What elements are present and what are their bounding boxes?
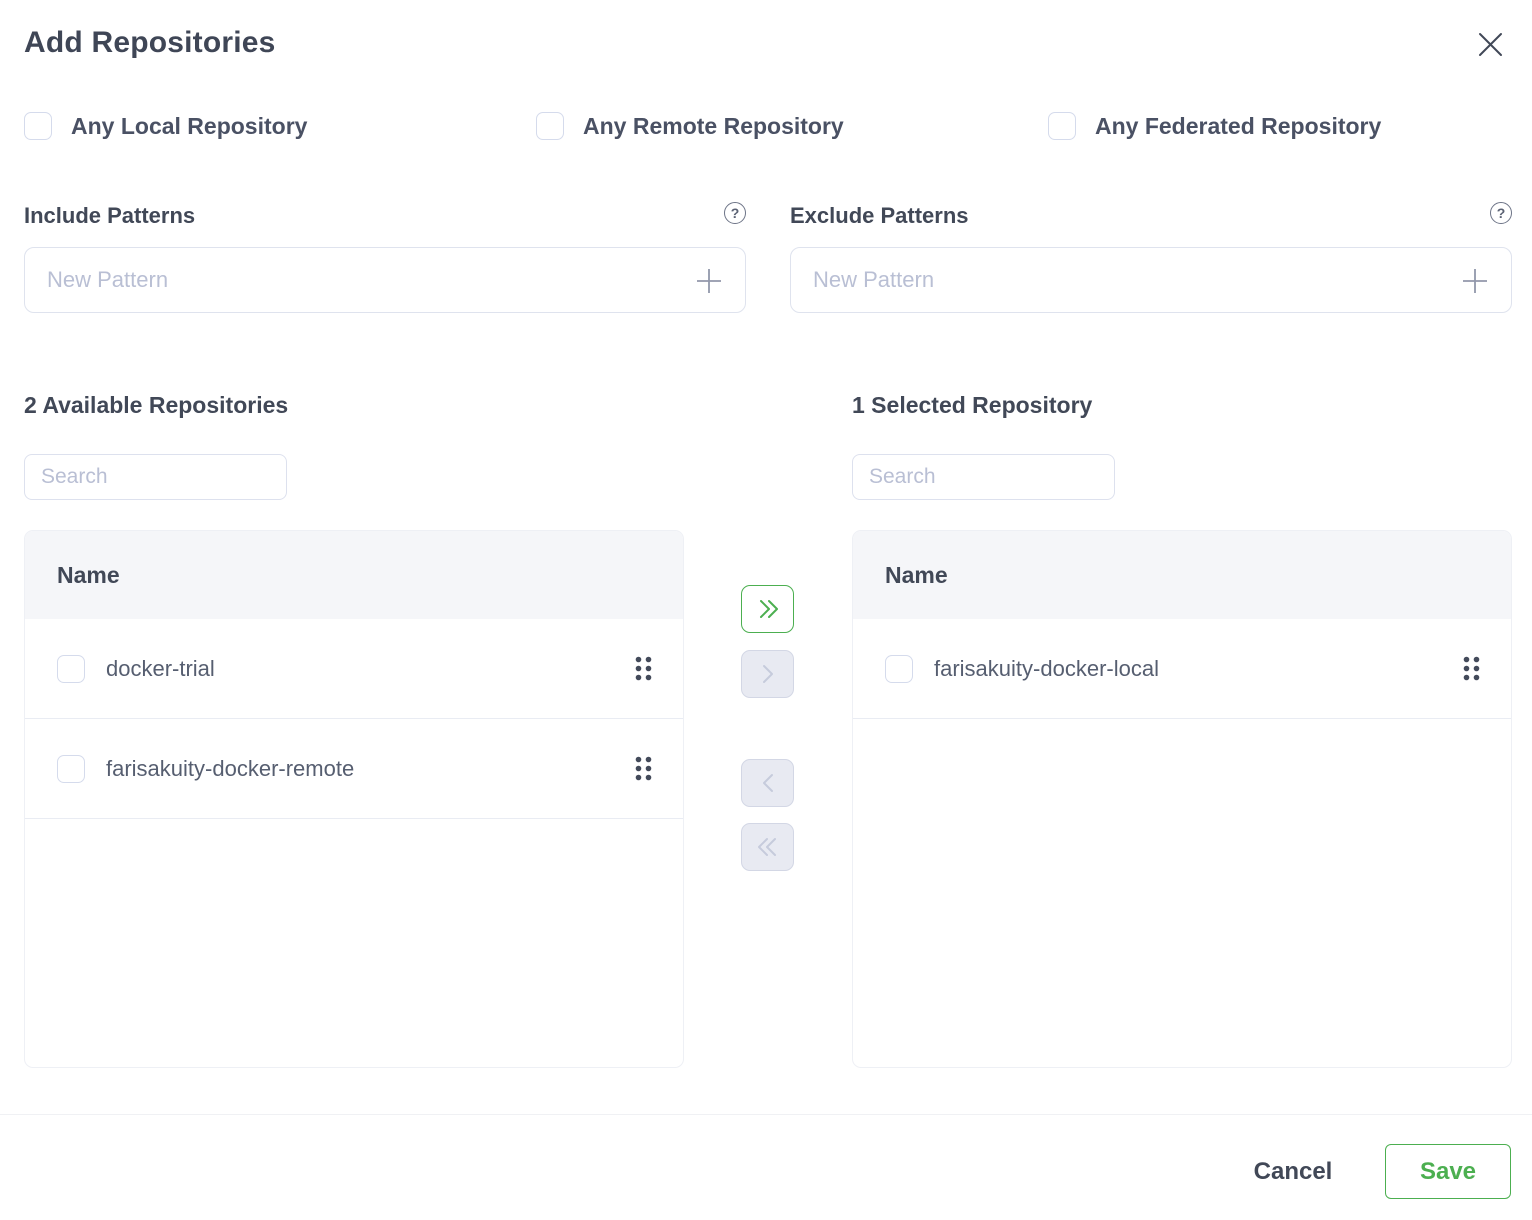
include-pattern-input-wrap [24, 247, 746, 313]
footer-divider [0, 1114, 1532, 1115]
selected-search-input[interactable] [852, 454, 1115, 500]
page-title: Add Repositories [24, 26, 276, 59]
close-button[interactable] [1468, 22, 1512, 66]
selected-name-column-header: Name [885, 561, 948, 588]
available-search-input[interactable] [24, 454, 287, 500]
table-row-farisakuity-docker-local[interactable]: farisakuity-docker-local [853, 619, 1511, 719]
any-local-repository-option[interactable]: Any Local Repository [24, 112, 307, 140]
selected-table-header: Name [853, 531, 1511, 619]
any-remote-repository-label: Any Remote Repository [583, 112, 844, 139]
any-federated-repository-label: Any Federated Repository [1095, 112, 1382, 139]
available-table-header: Name [25, 531, 683, 619]
available-name-column-header: Name [57, 561, 120, 588]
chevron-left-icon [756, 771, 780, 795]
any-remote-repository-option[interactable]: Any Remote Repository [536, 112, 844, 140]
repo-type-options: Any Local Repository Any Remote Reposito… [0, 112, 1532, 144]
drag-handle-icon[interactable] [634, 655, 653, 682]
include-pattern-input[interactable] [25, 248, 665, 312]
exclude-pattern-input-wrap [790, 247, 1512, 313]
close-icon [1476, 30, 1505, 59]
plus-icon [1460, 266, 1490, 296]
table-row-farisakuity-docker-remote[interactable]: farisakuity-docker-remote [25, 719, 683, 819]
cancel-button[interactable]: Cancel [1233, 1148, 1353, 1196]
exclude-pattern-add-button[interactable] [1457, 263, 1493, 299]
any-federated-repository-checkbox[interactable] [1048, 112, 1076, 140]
include-patterns-label: Include Patterns [24, 203, 196, 228]
chevron-right-icon [756, 662, 780, 686]
selected-repositories-table: Name farisakuity-docker-local [852, 530, 1512, 1068]
exclude-patterns-section: Exclude Patterns ? [790, 200, 1512, 315]
any-local-repository-label: Any Local Repository [71, 112, 308, 139]
repo-name: docker-trial [106, 655, 215, 681]
row-checkbox[interactable] [57, 754, 85, 783]
selected-repository-heading: 1 Selected Repository [852, 392, 1093, 418]
include-patterns-help-icon[interactable]: ? [724, 202, 746, 224]
plus-icon [694, 266, 724, 296]
move-right-button[interactable] [741, 650, 794, 698]
move-all-left-button[interactable] [741, 823, 794, 871]
available-repositories-heading: 2 Available Repositories [24, 392, 289, 418]
drag-handle-icon[interactable] [634, 755, 653, 782]
move-all-right-button[interactable] [741, 585, 794, 633]
drag-handle-icon[interactable] [1462, 655, 1481, 682]
any-local-repository-checkbox[interactable] [24, 112, 52, 140]
repo-name: farisakuity-docker-remote [106, 755, 355, 781]
exclude-patterns-label: Exclude Patterns [790, 203, 969, 228]
row-checkbox[interactable] [885, 654, 913, 683]
any-remote-repository-checkbox[interactable] [536, 112, 564, 140]
exclude-patterns-help-icon[interactable]: ? [1490, 202, 1512, 224]
table-row-docker-trial[interactable]: docker-trial [25, 619, 683, 719]
move-left-button[interactable] [741, 759, 794, 807]
exclude-pattern-input[interactable] [791, 248, 1431, 312]
available-repositories-table: Name docker-trial farisakuity-docker-rem… [24, 530, 684, 1068]
double-chevron-right-icon [754, 595, 782, 623]
repo-name: farisakuity-docker-local [934, 655, 1159, 681]
save-button[interactable]: Save [1385, 1144, 1511, 1199]
double-chevron-left-icon [754, 833, 782, 861]
row-checkbox[interactable] [57, 654, 85, 683]
any-federated-repository-option[interactable]: Any Federated Repository [1048, 112, 1381, 140]
include-patterns-section: Include Patterns ? [24, 200, 746, 315]
include-pattern-add-button[interactable] [691, 263, 727, 299]
